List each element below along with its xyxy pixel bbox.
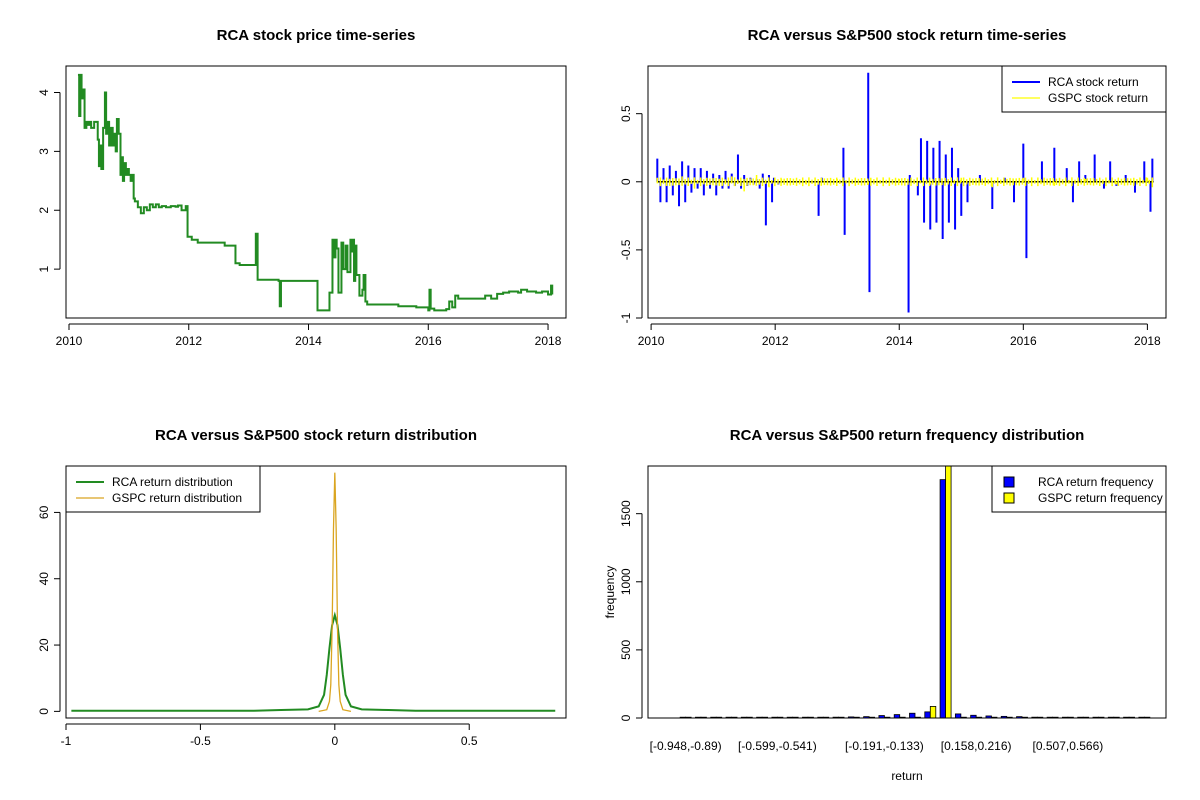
legend-label: GSPC return frequency bbox=[1038, 491, 1163, 505]
chart-title: RCA stock price time-series bbox=[217, 27, 416, 44]
legend: RCA return distribution GSPC return distr… bbox=[65, 465, 261, 513]
y-axis: 1 2 3 4 bbox=[37, 89, 61, 272]
panel-2: RCA versus S&P500 stock return time-seri… bbox=[619, 27, 1167, 348]
legend-label: RCA stock return bbox=[1048, 75, 1139, 89]
legend-label: GSPC return distribution bbox=[112, 491, 242, 505]
chart-title: RCA versus S&P500 stock return distribut… bbox=[155, 427, 477, 444]
x-tick-label: 0.5 bbox=[461, 734, 478, 748]
y-tick-label: 1500 bbox=[619, 500, 633, 527]
y-tick-label: 0 bbox=[37, 708, 51, 715]
plot-area bbox=[656, 72, 1154, 313]
y-tick-label: 1 bbox=[37, 265, 51, 272]
y-tick-label: 0.5 bbox=[619, 105, 633, 122]
legend-label: RCA return distribution bbox=[112, 475, 233, 489]
bar-rca-frequency bbox=[970, 714, 977, 718]
y-tick-label: 4 bbox=[37, 89, 51, 96]
plot-frame bbox=[65, 465, 567, 719]
y-tick-label: 40 bbox=[37, 572, 51, 586]
bar-rca-frequency bbox=[909, 712, 916, 718]
x-axis: -1 -0.5 0 0.5 bbox=[61, 723, 478, 748]
y-axis-title: frequency bbox=[603, 566, 617, 619]
legend-box bbox=[1001, 65, 1167, 113]
x-axis-title: return bbox=[891, 769, 922, 783]
plot-frame bbox=[647, 65, 1167, 319]
x-tick-label: -0.5 bbox=[190, 734, 211, 748]
series-line-rca-return bbox=[656, 72, 1154, 313]
x-tick-label: 0 bbox=[331, 734, 338, 748]
panel-3: RCA versus S&P500 stock return distribut… bbox=[37, 427, 567, 748]
legend-swatch bbox=[1003, 476, 1015, 488]
series-line-rca-density bbox=[71, 611, 556, 712]
plot-frame bbox=[647, 465, 1167, 719]
y-tick-label: 60 bbox=[37, 505, 51, 519]
series-line-gspc-return bbox=[656, 174, 1154, 192]
x-axis: 2010 2012 2014 2016 2018 bbox=[56, 323, 562, 348]
y-tick-label: -1 bbox=[619, 312, 633, 323]
y-axis: 0 500 1000 1500 bbox=[619, 500, 643, 721]
y-tick-label: 2 bbox=[37, 207, 51, 214]
series-line-gspc-density bbox=[318, 472, 352, 713]
x-tick-label: [0.158,0.216) bbox=[941, 739, 1012, 753]
series-line-rca-price bbox=[77, 73, 554, 312]
bar-rca-frequency bbox=[924, 711, 931, 718]
plot-area bbox=[77, 73, 554, 312]
x-tick-label: 2016 bbox=[415, 334, 442, 348]
legend-label: GSPC stock return bbox=[1048, 91, 1148, 105]
chart-title: RCA versus S&P500 stock return time-seri… bbox=[748, 27, 1067, 44]
panel-4: RCA versus S&P500 return frequency distr… bbox=[603, 427, 1167, 783]
y-tick-label: 500 bbox=[619, 640, 633, 660]
x-tick-label: [-0.599,-0.541) bbox=[738, 739, 817, 753]
x-tick-label: [-0.948,-0.89) bbox=[650, 739, 722, 753]
plot-area bbox=[71, 472, 556, 713]
x-tick-label: 2018 bbox=[1134, 334, 1161, 348]
x-tick-label: 2014 bbox=[295, 334, 322, 348]
x-axis: 2010 2012 2014 2016 2018 bbox=[638, 323, 1161, 348]
bar-gspc-frequency bbox=[945, 466, 952, 718]
x-tick-label: 2010 bbox=[638, 334, 665, 348]
y-tick-label: 0 bbox=[619, 714, 633, 721]
chart-title: RCA versus S&P500 return frequency distr… bbox=[730, 427, 1085, 444]
x-tick-label: 2010 bbox=[56, 334, 83, 348]
y-tick-label: 20 bbox=[37, 638, 51, 652]
y-tick-label: -0.5 bbox=[619, 239, 633, 260]
bar-gspc-frequency bbox=[929, 706, 937, 718]
y-tick-label: 3 bbox=[37, 148, 51, 155]
x-tick-label: [-0.191,-0.133) bbox=[845, 739, 924, 753]
x-tick-label: 2018 bbox=[535, 334, 562, 348]
y-tick-label: 0 bbox=[619, 178, 633, 185]
x-tick-label: 2012 bbox=[175, 334, 202, 348]
y-axis: 0 20 40 60 bbox=[37, 505, 61, 715]
bar-rca-frequency bbox=[954, 713, 962, 718]
legend-box bbox=[991, 465, 1167, 513]
x-tick-label: [0.507,0.566) bbox=[1033, 739, 1104, 753]
x-axis: [-0.948,-0.89) [-0.599,-0.541) [-0.191,-0.… bbox=[650, 739, 1104, 753]
x-tick-label: 2014 bbox=[886, 334, 913, 348]
legend-swatch bbox=[1003, 492, 1015, 504]
bar-rca-frequency bbox=[893, 714, 901, 718]
x-tick-label: 2016 bbox=[1010, 334, 1037, 348]
legend-label: RCA return frequency bbox=[1038, 475, 1153, 489]
legend: RCA return frequency GSPC return frequenc… bbox=[991, 465, 1167, 513]
plot-frame bbox=[65, 65, 567, 319]
x-tick-label: -1 bbox=[61, 734, 72, 748]
x-tick-label: 2012 bbox=[762, 334, 789, 348]
bar-rca-frequency bbox=[939, 479, 946, 718]
y-axis: -1 -0.5 0 0.5 bbox=[619, 105, 643, 323]
legend-box bbox=[65, 465, 261, 513]
y-tick-label: 1000 bbox=[619, 568, 633, 595]
legend: RCA stock return GSPC stock return bbox=[1001, 65, 1167, 113]
